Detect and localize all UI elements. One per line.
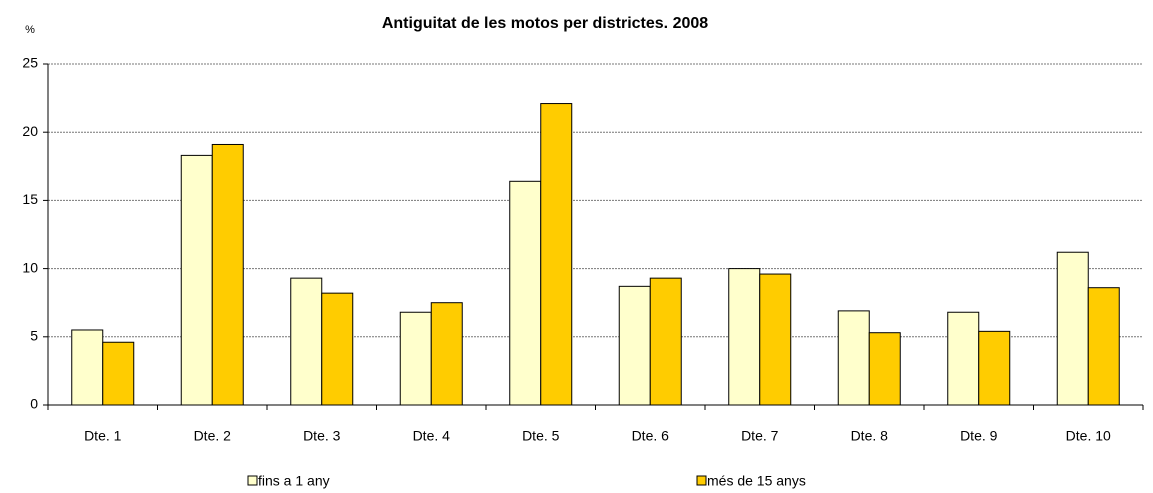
bar [759,273,792,406]
bar [509,180,542,406]
legend-swatch [247,475,258,486]
bar [649,277,682,406]
bar [978,330,1011,406]
bar [399,311,432,406]
x-tick-label: Dte. 4 [413,428,451,444]
bar [728,268,761,406]
y-tick-label: 25 [22,55,38,71]
bar [1056,251,1089,406]
bar [1087,287,1120,406]
x-tick-label: Dte. 1 [84,428,122,444]
x-tick-label: Dte. 3 [303,428,341,444]
bar [430,302,463,406]
y-tick-label: 20 [22,123,38,139]
y-tick-label: 5 [30,328,38,344]
bar [290,277,323,406]
bar [71,329,104,406]
bar [321,292,354,406]
x-tick-label: Dte. 10 [1066,428,1111,444]
y-tick-label: 0 [30,396,38,412]
bar [102,341,135,406]
y-tick-label: 10 [22,259,38,275]
x-tick-label: Dte. 7 [741,428,779,444]
bar [868,332,901,406]
y-tick-label: 15 [22,191,38,207]
x-tick-label: Dte. 2 [194,428,232,444]
x-tick-label: Dte. 8 [851,428,889,444]
bar [540,103,573,406]
x-tick-label: Dte. 5 [522,428,560,444]
legend-label: més de 15 anys [707,473,806,489]
bar [618,285,651,406]
legend-label: fins a 1 any [258,473,330,489]
legend-swatch [696,475,707,486]
bar [180,154,213,406]
chart-title: Antiguitat de les motos per districtes. … [382,15,708,32]
bar [211,143,244,406]
bar [837,310,870,406]
x-tick-label: Dte. 6 [632,428,670,444]
y-axis-label: % [25,24,35,36]
x-tick-label: Dte. 9 [960,428,998,444]
bar [947,311,980,406]
